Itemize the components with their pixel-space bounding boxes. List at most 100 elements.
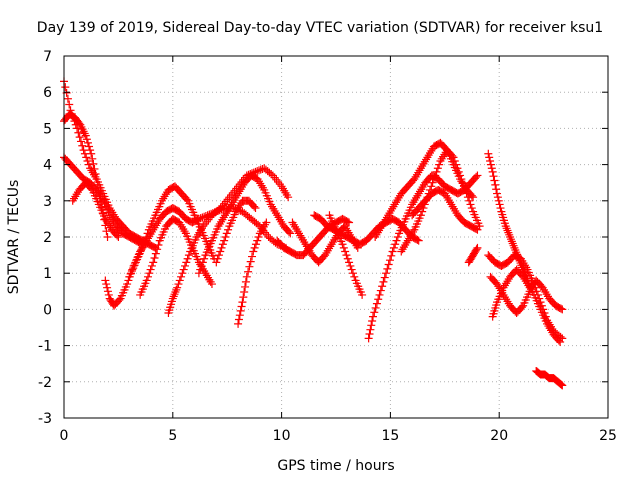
data-point — [368, 316, 377, 325]
data-point — [385, 256, 394, 265]
data-point — [138, 243, 147, 252]
data-point — [375, 290, 384, 299]
data-point — [537, 301, 546, 310]
axis-ticks: 0 5 10 15 20 25 -3 -2 -1 0 1 2 3 4 5 6 7 — [38, 49, 617, 444]
data-point — [376, 286, 385, 295]
data-point — [180, 261, 189, 270]
data-point — [274, 177, 283, 186]
data-point — [449, 153, 458, 162]
y-tick-label: 0 — [43, 302, 52, 318]
data-point — [154, 240, 163, 249]
data-point — [61, 83, 70, 92]
y-tick-label: 6 — [43, 85, 52, 101]
series-sat-g — [136, 214, 216, 299]
series-sat-j — [234, 218, 271, 328]
data-point — [214, 205, 223, 214]
data-point — [347, 265, 356, 274]
data-point — [391, 240, 400, 249]
data-point — [123, 280, 132, 289]
series-sat-d — [68, 178, 123, 241]
y-tick-label: 4 — [43, 158, 52, 174]
data-point — [556, 304, 565, 313]
data-point — [343, 217, 352, 226]
data-point — [484, 149, 493, 158]
data-point — [341, 247, 350, 256]
data-point — [63, 94, 72, 103]
data-point — [342, 251, 351, 260]
data-point — [75, 133, 84, 142]
data-point — [457, 175, 466, 184]
data-point — [431, 171, 440, 180]
data-point — [65, 100, 74, 109]
data-point — [235, 311, 244, 320]
data-point — [416, 211, 425, 220]
data-point — [462, 189, 471, 198]
data-point — [124, 276, 133, 285]
data-point — [262, 230, 271, 239]
series-sat-x — [488, 265, 534, 321]
data-point — [517, 303, 526, 312]
data-point — [87, 149, 96, 158]
data-point — [558, 334, 567, 343]
data-point — [429, 175, 438, 184]
data-point — [450, 156, 459, 165]
data-point — [182, 195, 191, 204]
data-point — [485, 153, 494, 162]
data-point — [240, 288, 249, 297]
data-point — [139, 240, 148, 249]
data-point — [458, 178, 467, 187]
y-tick-label: 1 — [43, 266, 52, 282]
data-point — [246, 257, 255, 266]
data-point — [91, 170, 100, 179]
data-point — [453, 164, 462, 173]
chart-title: Day 139 of 2019, Sidereal Day-to-day VTE… — [37, 20, 603, 36]
data-point — [388, 247, 397, 256]
data-point — [486, 156, 495, 165]
data-point — [472, 245, 481, 254]
data-point — [473, 171, 482, 180]
data-point — [244, 267, 253, 276]
data-point — [338, 240, 347, 249]
data-point — [113, 231, 122, 240]
data-point — [383, 264, 392, 273]
data-point — [249, 247, 258, 256]
data-point — [467, 191, 476, 200]
data-point — [435, 160, 444, 169]
data-point — [427, 182, 436, 191]
data-point — [466, 200, 475, 209]
data-point — [491, 180, 500, 189]
data-point — [473, 243, 482, 252]
data-point — [535, 294, 544, 303]
series-sat-i — [194, 171, 295, 278]
data-point — [173, 283, 182, 292]
data-point — [345, 258, 354, 267]
data-point — [487, 164, 496, 173]
data-point — [183, 254, 192, 263]
data-point — [196, 265, 205, 274]
data-point — [382, 269, 391, 278]
series-sat-q — [371, 138, 478, 241]
series-sat-y — [532, 366, 567, 390]
data-point — [82, 153, 91, 162]
y-tick-label: -3 — [38, 411, 52, 427]
data-point — [103, 283, 112, 292]
data-point — [102, 227, 111, 236]
data-point — [557, 380, 566, 389]
data-point — [140, 236, 149, 245]
data-point — [182, 258, 191, 267]
data-point — [448, 151, 457, 160]
y-tick-label: 5 — [43, 121, 52, 137]
data-point — [393, 233, 402, 241]
data-point — [539, 305, 548, 314]
data-point — [86, 146, 95, 155]
data-point — [494, 196, 503, 205]
data-point — [149, 258, 158, 267]
data-point — [145, 269, 154, 278]
data-point — [556, 379, 565, 388]
data-point — [104, 290, 113, 299]
data-point — [234, 319, 243, 328]
data-point — [250, 243, 259, 252]
data-point — [236, 306, 245, 315]
x-tick-label: 0 — [60, 428, 69, 444]
y-axis-title: SDTVAR / TECUs — [6, 180, 22, 295]
